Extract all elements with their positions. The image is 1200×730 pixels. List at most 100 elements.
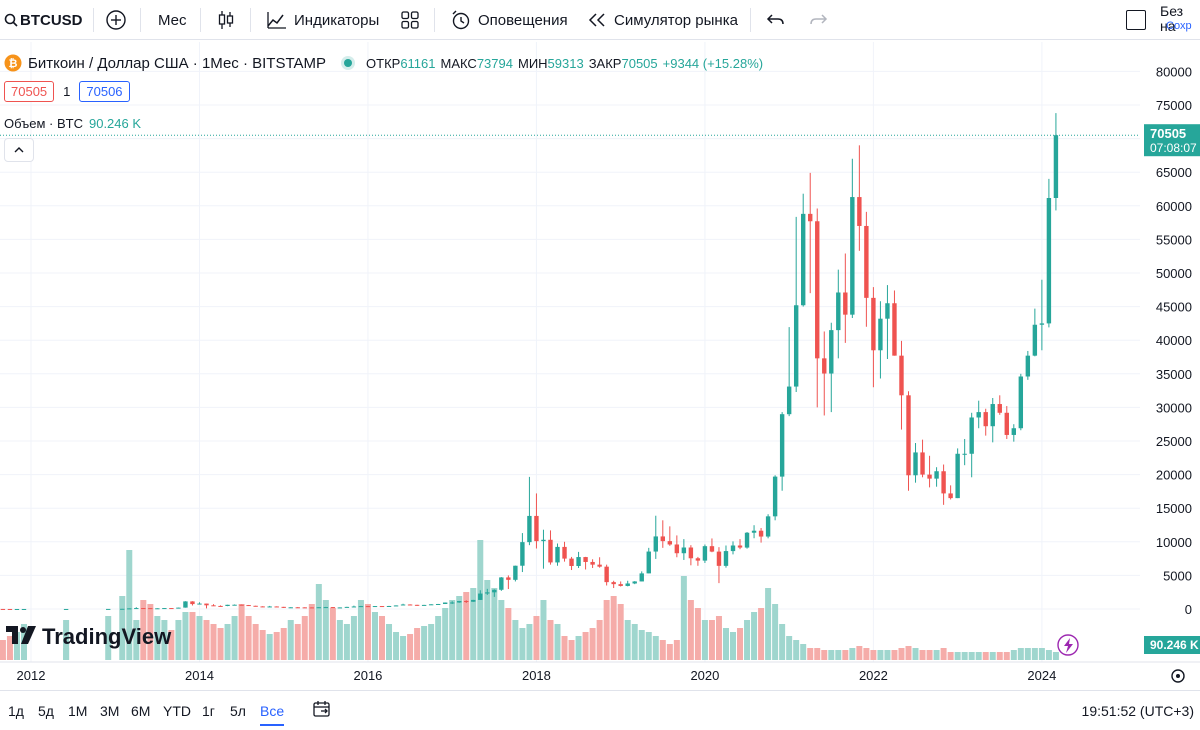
volume-bar xyxy=(147,604,154,660)
range-button-3[interactable]: 3М xyxy=(100,702,120,719)
candle-body xyxy=(267,606,272,608)
volume-bar xyxy=(715,616,722,660)
undo-button[interactable] xyxy=(766,0,786,40)
volume-bar xyxy=(610,596,617,660)
volume-bar xyxy=(210,624,217,660)
candle-body xyxy=(281,606,286,608)
volume-bar xyxy=(554,624,561,660)
axis-settings-icon xyxy=(1171,669,1185,683)
candle-body xyxy=(344,606,350,608)
range-button-5[interactable]: YTD xyxy=(163,702,191,719)
indicators-button[interactable]: Индикаторы xyxy=(266,0,379,40)
candle-body xyxy=(274,606,279,608)
candle-body xyxy=(906,395,911,476)
templates-button[interactable] xyxy=(400,0,420,40)
candle-body xyxy=(295,607,300,609)
candle-body xyxy=(716,551,722,566)
candle-body xyxy=(618,584,623,586)
tradingview-logo[interactable]: TradingView xyxy=(6,624,171,650)
candle-body xyxy=(892,303,897,356)
candle-body xyxy=(190,601,195,605)
market-status-icon[interactable] xyxy=(344,59,353,67)
candle-body xyxy=(702,546,708,561)
buy-button[interactable]: 70506 xyxy=(79,81,130,102)
chart-area[interactable]: 8000075000700006500060000550005000045000… xyxy=(0,42,1200,690)
candle-body xyxy=(534,515,539,542)
volume-bar xyxy=(926,650,933,660)
sell-button[interactable]: 70505 xyxy=(4,81,55,102)
compare-button[interactable] xyxy=(105,0,127,40)
candle-body xyxy=(106,608,111,610)
volume-bar xyxy=(400,636,407,660)
range-button-1[interactable]: 5д xyxy=(38,702,54,719)
top-toolbar: BTCUSD Мес Индикаторы Оповещения xyxy=(0,0,1200,40)
collapse-legend-button[interactable] xyxy=(4,138,34,162)
high-value: 73794 xyxy=(476,55,513,71)
range-button-2[interactable]: 1М xyxy=(68,702,88,719)
interval-button[interactable]: Мес xyxy=(158,0,187,40)
symbol-search[interactable]: BTCUSD xyxy=(4,0,83,40)
volume-bar xyxy=(13,632,20,660)
volume-bar xyxy=(119,596,126,660)
price-tick-label: 30000 xyxy=(1156,400,1192,415)
candle-body xyxy=(302,607,307,609)
redo-button[interactable] xyxy=(808,0,828,40)
candle-body xyxy=(695,558,701,561)
candle-body xyxy=(625,583,630,586)
volume-tag xyxy=(1144,636,1200,654)
layout-title[interactable]: Без на xyxy=(1160,3,1184,34)
replay-button[interactable]: Симулятор рынка xyxy=(588,0,738,40)
range-button-7[interactable]: 5л xyxy=(230,702,246,719)
price-tick-label: 75000 xyxy=(1156,98,1192,113)
volume-bar xyxy=(336,620,343,660)
price-axis: 8000075000700006500060000550005000045000… xyxy=(1057,42,1200,662)
layout-checkbox[interactable] xyxy=(1126,10,1146,30)
volume-bar xyxy=(856,646,863,660)
volume-bar xyxy=(730,632,736,660)
volume-bar xyxy=(919,650,926,660)
volume-bar xyxy=(835,650,842,660)
candle-body xyxy=(183,601,188,608)
candle-body xyxy=(829,330,834,374)
candle-body xyxy=(815,221,820,359)
time-axis: 2012 2014 2016 2018 2020 2022 2024 xyxy=(0,661,1200,683)
volume-bar xyxy=(884,650,891,660)
trade-buttons: 70505 1 70506 xyxy=(4,81,130,102)
price-chart[interactable]: 8000075000700006500060000550005000045000… xyxy=(0,42,1200,690)
high-label: МАКС xyxy=(440,55,477,71)
bitcoin-icon: ₿ xyxy=(4,54,22,72)
range-button-6[interactable]: 1г xyxy=(202,702,215,719)
volume-bar xyxy=(533,616,540,660)
volume-bar xyxy=(294,624,301,660)
chart-type-button[interactable] xyxy=(216,0,236,40)
candle-body xyxy=(492,589,497,593)
symbol-title[interactable]: Биткоин / Доллар США · 1Мес · BITSTAMP xyxy=(28,54,327,72)
candle-body xyxy=(337,607,343,609)
alerts-button[interactable]: Оповещения xyxy=(450,0,568,40)
volume-bar xyxy=(673,640,680,660)
candle-body xyxy=(435,603,441,605)
volume-bar xyxy=(596,620,603,660)
layout-save-status[interactable]: Сохр xyxy=(1166,20,1192,32)
range-button-8[interactable]: Все xyxy=(260,691,285,730)
candles-icon xyxy=(216,9,236,31)
candle-body xyxy=(822,358,827,374)
volume-label: Объем · BTC xyxy=(4,116,83,131)
time-tick-label: 2018 xyxy=(522,668,551,683)
price-tick-label: 55000 xyxy=(1156,232,1192,247)
volume-bar xyxy=(217,628,224,660)
redo-icon xyxy=(808,12,828,28)
volume-bar xyxy=(442,608,449,660)
volume-bar xyxy=(252,624,259,660)
candle-body xyxy=(639,573,644,582)
range-button-0[interactable]: 1д xyxy=(8,702,24,719)
go-to-date-button[interactable] xyxy=(311,691,333,730)
clock-timezone[interactable]: 19:51:52 (UTC+3) xyxy=(1081,702,1194,719)
range-button-4[interactable]: 6М xyxy=(131,702,151,719)
grid-lines xyxy=(0,42,1140,662)
chart-legend: ₿ Биткоин / Доллар США · 1Мес · BITSTAMP… xyxy=(4,52,763,74)
volume-bar xyxy=(273,632,280,660)
volume-bar xyxy=(870,650,877,660)
volume-bar xyxy=(638,630,645,660)
rewind-icon xyxy=(588,12,606,28)
